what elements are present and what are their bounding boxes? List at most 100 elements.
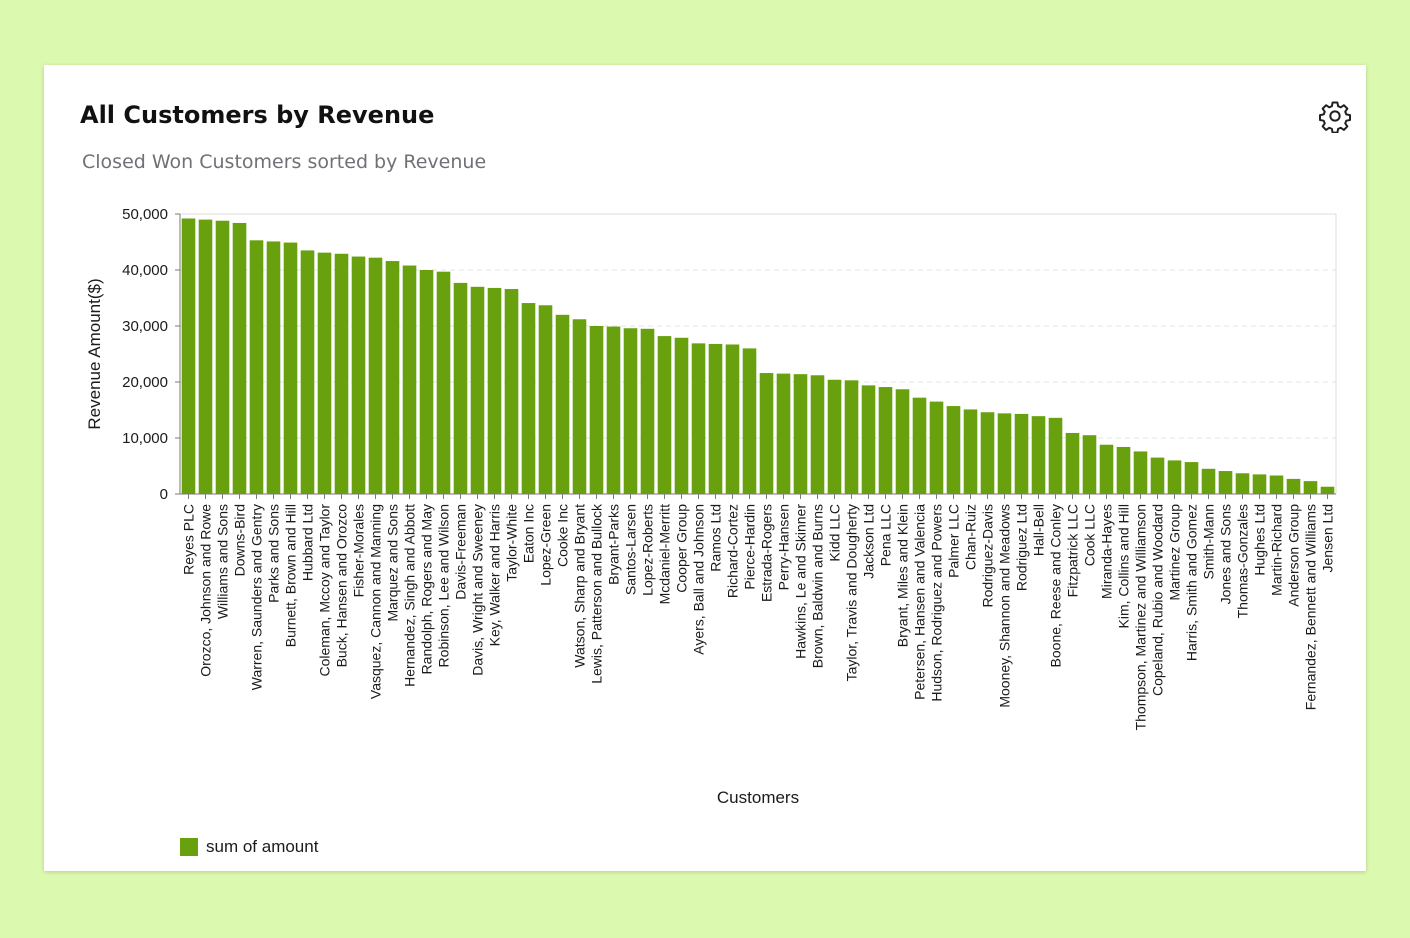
x-tick-label: Estrada-Rogers (759, 504, 775, 602)
bar[interactable] (453, 282, 468, 494)
bar[interactable] (674, 337, 689, 494)
y-tick-label: 0 (160, 486, 168, 503)
y-axis-label: Revenue Amount($) (85, 278, 104, 429)
bar[interactable] (1167, 460, 1182, 494)
bar[interactable] (1303, 481, 1318, 494)
x-tick-label: Burnett, Brown and Hill (283, 504, 299, 647)
bar[interactable] (912, 397, 927, 494)
bar[interactable] (368, 257, 383, 494)
x-tick-label: Hall-Bell (1031, 504, 1047, 556)
x-tick-label: Fernandez, Bennett and Williams (1303, 504, 1319, 710)
bar[interactable] (572, 319, 587, 494)
bar[interactable] (878, 387, 893, 494)
bar[interactable] (589, 326, 604, 494)
bar[interactable] (691, 343, 706, 494)
x-tick-label: Lopez-Roberts (640, 504, 656, 596)
bar[interactable] (1150, 457, 1165, 494)
x-tick-label: Lopez-Green (538, 504, 554, 586)
bar[interactable] (1201, 468, 1216, 494)
x-tick-label: Pierce-Hardin (742, 504, 758, 590)
x-tick-label: Lewis, Patterson and Bullock (589, 503, 605, 684)
bar[interactable] (844, 380, 859, 494)
bar[interactable] (929, 401, 944, 494)
bar[interactable] (1269, 475, 1284, 494)
gear-icon[interactable] (1318, 99, 1352, 133)
x-tick-label: Davis-Freeman (453, 504, 469, 600)
x-tick-label: Harris, Smith and Gomez (1184, 504, 1200, 661)
bar[interactable] (181, 218, 196, 495)
axes (179, 213, 1337, 495)
bar[interactable] (1099, 444, 1114, 494)
bar[interactable] (1116, 446, 1131, 494)
bar[interactable] (1031, 416, 1046, 494)
bar[interactable] (266, 241, 281, 494)
bar[interactable] (810, 375, 825, 494)
bar[interactable] (1065, 432, 1080, 494)
bar[interactable] (1218, 471, 1233, 494)
bar[interactable] (1082, 435, 1097, 494)
bar[interactable] (1235, 473, 1250, 494)
bar[interactable] (198, 219, 213, 494)
bar[interactable] (1048, 417, 1063, 494)
x-tick-label: Bryant-Parks (606, 504, 622, 585)
bar[interactable] (470, 286, 485, 494)
bar[interactable] (419, 270, 434, 494)
bar[interactable] (827, 379, 842, 494)
bar[interactable] (1014, 413, 1029, 494)
bar[interactable] (538, 305, 553, 494)
bar[interactable] (215, 220, 230, 494)
bar[interactable] (232, 222, 247, 494)
bar[interactable] (385, 261, 400, 494)
x-tick-label: Brown, Baldwin and Burns (810, 504, 826, 668)
x-tick-label: Hubbard Ltd (300, 504, 316, 581)
bar[interactable] (725, 344, 740, 494)
x-tick-label: Anderson Group (1286, 504, 1302, 607)
y-tick-label: 50,000 (122, 206, 168, 223)
bar[interactable] (895, 389, 910, 494)
bar[interactable] (708, 343, 723, 494)
bar[interactable] (317, 252, 332, 494)
bar[interactable] (623, 328, 638, 494)
x-tick-label: Taylor, Travis and Dougherty (844, 504, 860, 681)
chart-legend[interactable]: sum of amount (180, 837, 318, 857)
bar[interactable] (1320, 486, 1335, 494)
x-tick-label: Robinson, Lee and Wilson (436, 504, 452, 667)
bar[interactable] (946, 406, 961, 494)
x-tick-label: Parks and Sons (266, 504, 282, 603)
bar[interactable] (334, 253, 349, 494)
x-tick-label: Smith-Mann (1201, 504, 1217, 579)
bar[interactable] (351, 256, 366, 494)
bar[interactable] (402, 265, 417, 494)
bar[interactable] (606, 326, 621, 494)
bar[interactable] (1286, 478, 1301, 494)
bar[interactable] (980, 412, 995, 494)
bar[interactable] (300, 250, 315, 494)
bar[interactable] (742, 348, 757, 494)
bar[interactable] (487, 287, 502, 494)
bar[interactable] (1252, 474, 1267, 494)
bar[interactable] (861, 385, 876, 494)
bar[interactable] (249, 240, 264, 494)
bar[interactable] (504, 289, 519, 494)
bar[interactable] (521, 303, 536, 494)
bar[interactable] (793, 374, 808, 494)
bar[interactable] (436, 271, 451, 494)
bar[interactable] (776, 373, 791, 494)
bar[interactable] (963, 409, 978, 494)
bar[interactable] (640, 328, 655, 494)
bar[interactable] (283, 242, 298, 494)
bar[interactable] (657, 336, 672, 494)
y-tick-label: 20,000 (122, 374, 168, 391)
x-tick-label: Thompson, Martinez and Williamson (1133, 504, 1149, 730)
bar-chart: 0 10,000 20,000 30,000 40,000 50,000 Reyes PL… (85, 206, 1337, 807)
x-tick-label: Rodriguez Ltd (1014, 504, 1030, 591)
legend-swatch (180, 838, 198, 856)
bar[interactable] (997, 413, 1012, 494)
x-tick-label: Hughes Ltd (1252, 504, 1268, 576)
bar[interactable] (759, 373, 774, 494)
x-tick-label: Cooper Group (674, 504, 690, 593)
legend-label: sum of amount (206, 837, 319, 856)
bar[interactable] (1184, 462, 1199, 494)
bar[interactable] (1133, 451, 1148, 494)
bar[interactable] (555, 314, 570, 494)
